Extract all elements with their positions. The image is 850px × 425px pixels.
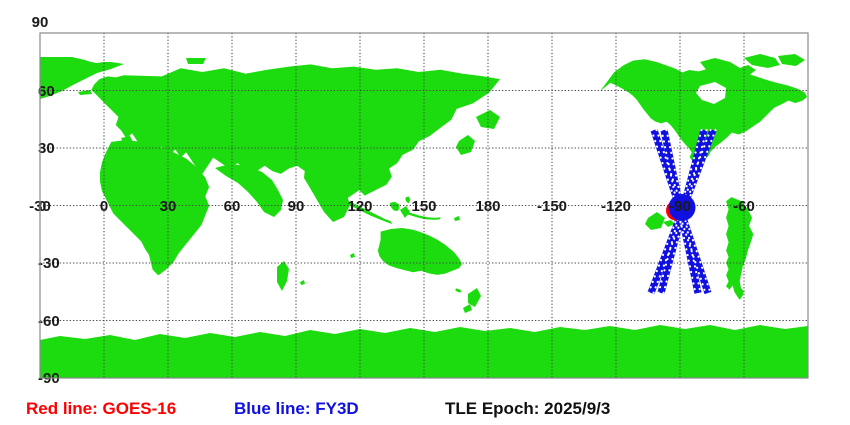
- svg-text:-30: -30: [38, 255, 60, 272]
- svg-text:150: 150: [411, 198, 436, 215]
- svg-text:-120: -120: [601, 198, 631, 215]
- svg-text:-90: -90: [669, 198, 691, 215]
- svg-text:120: 120: [347, 198, 372, 215]
- svg-text:90: 90: [32, 14, 49, 31]
- svg-text:-60: -60: [38, 313, 60, 330]
- svg-text:30: 30: [160, 198, 177, 215]
- svg-text:-60: -60: [733, 198, 755, 215]
- svg-text:180: 180: [475, 198, 500, 215]
- svg-text:0: 0: [100, 198, 108, 215]
- svg-text:Blue line: FY3D: Blue line: FY3D: [234, 399, 359, 418]
- svg-text:TLE Epoch: 2025/9/3: TLE Epoch: 2025/9/3: [445, 399, 610, 418]
- svg-text:Red line: GOES-16: Red line: GOES-16: [26, 399, 176, 418]
- svg-text:90: 90: [288, 198, 305, 215]
- svg-text:60: 60: [224, 198, 241, 215]
- svg-text:-150: -150: [537, 198, 567, 215]
